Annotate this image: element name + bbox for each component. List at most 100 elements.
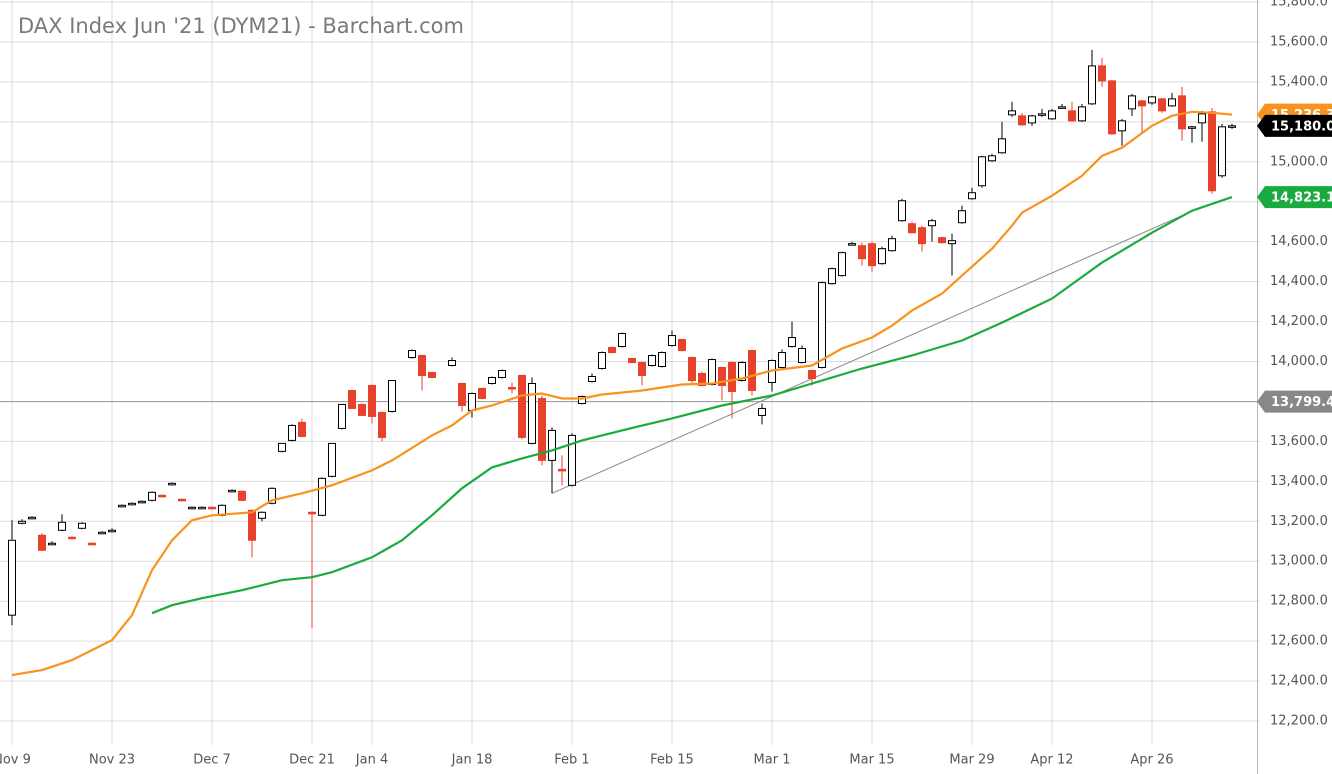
candle-body <box>898 200 906 222</box>
candle-body <box>988 155 996 162</box>
y-tick-label: 12,600.0 <box>1270 634 1328 649</box>
candle-body <box>648 355 656 367</box>
x-tick-label: Apr 26 <box>1130 753 1173 768</box>
candle-body <box>388 379 396 412</box>
candle-body <box>128 502 136 506</box>
candle-body <box>208 506 216 510</box>
candle-body <box>1118 120 1126 132</box>
candle-body <box>668 335 676 347</box>
candle-body <box>1188 126 1196 129</box>
candle-body <box>228 489 236 493</box>
candle-body <box>138 500 146 504</box>
price-tag: 13,799.4 <box>1257 390 1332 413</box>
x-tick-label: Feb 15 <box>650 753 694 768</box>
candle-body <box>528 382 536 444</box>
candle-body <box>328 442 336 477</box>
price-tag: 14,823.1 <box>1257 186 1332 209</box>
candle-body <box>858 245 866 260</box>
x-tick-label: Dec 7 <box>193 753 231 768</box>
candle-body <box>458 382 466 406</box>
candle-body <box>878 248 886 265</box>
candle-body <box>158 494 166 498</box>
candle-body <box>1148 96 1156 104</box>
moving-average-line <box>151 196 1233 615</box>
candle-body <box>258 511 266 519</box>
chart-title: DAX Index Jun '21 (DYM21) - Barchart.com <box>18 14 464 38</box>
candle-body <box>358 403 366 416</box>
candle-body <box>188 506 196 510</box>
candle-body <box>68 536 76 540</box>
candle-body <box>1198 113 1206 124</box>
marks <box>0 49 1260 677</box>
y-tick-label: 15,000.0 <box>1270 154 1328 169</box>
candle-body <box>808 370 816 379</box>
candle-body <box>1168 98 1176 107</box>
candle-body <box>828 268 836 285</box>
candle-body <box>748 350 756 391</box>
candle-body <box>98 531 106 535</box>
candle-body <box>558 468 566 472</box>
moving-average-line <box>11 110 1233 677</box>
candle-body <box>628 358 636 364</box>
candle-body <box>888 238 896 252</box>
y-tick-label: 14,000.0 <box>1270 354 1328 369</box>
candle-body <box>378 411 386 438</box>
candle-body <box>928 220 936 227</box>
candle-body <box>1208 111 1216 192</box>
candle-body <box>788 337 796 348</box>
candle-body <box>598 352 606 370</box>
candle-body <box>1038 113 1046 116</box>
candle-body <box>488 376 496 384</box>
candle-body <box>938 237 946 244</box>
candle-body <box>728 362 736 392</box>
candle-body <box>1048 110 1056 120</box>
candle-body <box>118 504 126 508</box>
candle-body <box>1018 115 1026 126</box>
y-tick-label: 12,800.0 <box>1270 594 1328 609</box>
candle-body <box>478 387 486 399</box>
candle-body <box>338 403 346 429</box>
y-tick-label: 14,600.0 <box>1270 234 1328 249</box>
candle-body <box>1228 125 1236 128</box>
candle-body <box>288 424 296 441</box>
candle-body <box>718 367 726 386</box>
candle-body <box>948 240 956 245</box>
y-tick-label: 15,800.0 <box>1270 0 1328 9</box>
candle-body <box>278 442 286 452</box>
x-tick-label: Nov 23 <box>89 753 135 768</box>
candle-body <box>688 357 696 381</box>
candle-body <box>28 516 36 520</box>
candle-body <box>178 498 186 502</box>
y-tick-label: 15,600.0 <box>1270 34 1328 49</box>
candle-body <box>538 397 546 461</box>
y-tick-label: 14,200.0 <box>1270 314 1328 329</box>
candle-body <box>1088 65 1096 105</box>
candle-body <box>38 534 46 551</box>
candle-body <box>1028 115 1036 124</box>
candle-body <box>238 490 246 501</box>
x-tick-label: Jan 4 <box>355 753 388 768</box>
candle-body <box>1108 80 1116 135</box>
candle-body <box>818 282 826 369</box>
trendline <box>551 207 1201 494</box>
candle-body <box>1128 95 1136 110</box>
price-tag-shape <box>1257 114 1332 137</box>
candle-body <box>1068 110 1076 122</box>
candle-body <box>968 192 976 200</box>
y-tick-label: 14,400.0 <box>1270 274 1328 289</box>
candle-body <box>708 359 716 385</box>
price-tag-shape <box>1257 186 1332 209</box>
y-tick-label: 12,200.0 <box>1270 714 1328 729</box>
candle-body <box>428 372 436 378</box>
candle-body <box>1058 106 1066 109</box>
candle-body <box>148 491 156 501</box>
x-tick-label: Mar 1 <box>754 753 791 768</box>
candle-body <box>568 434 576 486</box>
candle-body <box>78 522 86 529</box>
candle-body <box>638 362 646 376</box>
price-tag-label: 15,180.0 <box>1271 119 1332 134</box>
candle-body <box>738 362 746 381</box>
candle-body <box>298 421 306 437</box>
candle-body <box>8 539 16 616</box>
candle-body <box>108 529 116 533</box>
